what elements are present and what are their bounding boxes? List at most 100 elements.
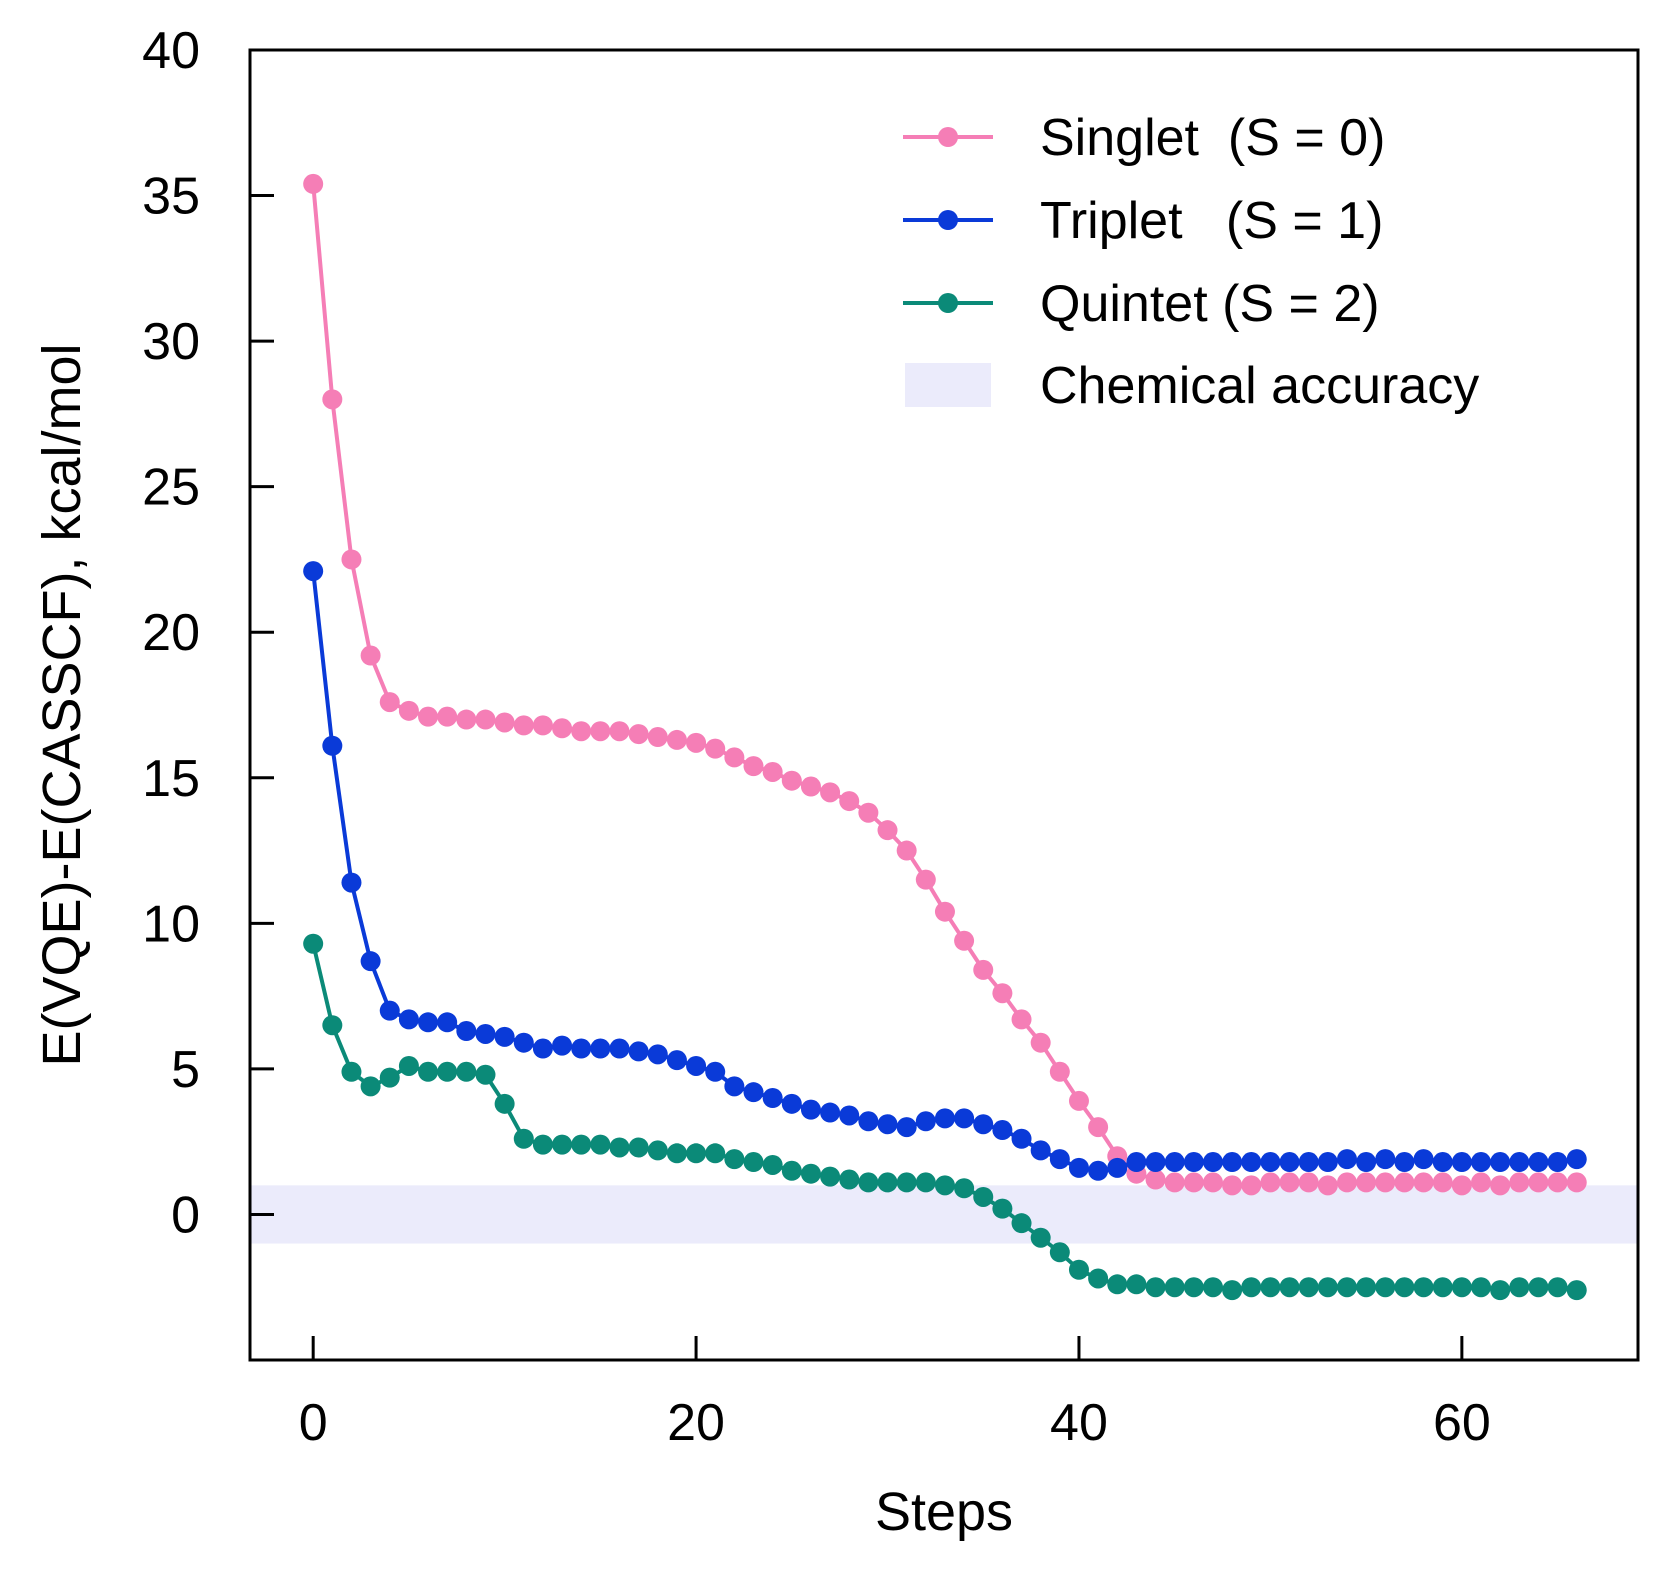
point-triplet-8 xyxy=(456,1021,477,1042)
point-quintet-31 xyxy=(896,1172,917,1193)
point-quintet-38 xyxy=(1030,1227,1051,1248)
y-tick-label-40: 40 xyxy=(142,22,200,80)
point-singlet-38 xyxy=(1030,1032,1051,1053)
point-quintet-49 xyxy=(1241,1277,1262,1298)
point-quintet-52 xyxy=(1298,1277,1319,1298)
point-triplet-45 xyxy=(1164,1152,1185,1173)
point-triplet-6 xyxy=(418,1012,439,1033)
point-singlet-45 xyxy=(1164,1172,1185,1193)
point-singlet-35 xyxy=(973,959,994,980)
point-triplet-22 xyxy=(724,1076,745,1097)
point-triplet-48 xyxy=(1222,1152,1243,1173)
point-singlet-7 xyxy=(437,706,458,727)
point-triplet-64 xyxy=(1528,1152,1549,1173)
point-quintet-23 xyxy=(743,1152,764,1173)
point-quintet-17 xyxy=(628,1137,649,1158)
point-quintet-64 xyxy=(1528,1277,1549,1298)
series-line-triplet xyxy=(311,570,1578,1173)
point-singlet-4 xyxy=(379,692,400,713)
point-singlet-59 xyxy=(1432,1172,1453,1193)
point-triplet-11 xyxy=(513,1032,534,1053)
point-quintet-34 xyxy=(954,1178,975,1199)
point-triplet-17 xyxy=(628,1041,649,1062)
plot-frame xyxy=(248,48,1640,1362)
series-singlet xyxy=(303,173,1587,1196)
point-triplet-21 xyxy=(705,1061,726,1082)
point-singlet-12 xyxy=(532,715,553,736)
point-singlet-47 xyxy=(1202,1172,1223,1193)
point-quintet-57 xyxy=(1394,1277,1415,1298)
point-quintet-2 xyxy=(341,1061,362,1082)
point-singlet-24 xyxy=(762,761,783,782)
point-quintet-59 xyxy=(1432,1277,1453,1298)
point-singlet-61 xyxy=(1471,1172,1492,1193)
point-triplet-49 xyxy=(1241,1152,1262,1173)
point-triplet-50 xyxy=(1260,1152,1281,1173)
point-triplet-54 xyxy=(1336,1149,1357,1170)
x-axis-title: Steps xyxy=(875,1482,1013,1542)
point-triplet-1 xyxy=(322,735,343,756)
point-triplet-23 xyxy=(743,1082,764,1103)
point-triplet-58 xyxy=(1413,1149,1434,1170)
point-singlet-50 xyxy=(1260,1172,1281,1193)
point-singlet-40 xyxy=(1068,1090,1089,1111)
point-singlet-5 xyxy=(398,700,419,721)
point-triplet-18 xyxy=(647,1044,668,1065)
point-singlet-0 xyxy=(303,173,324,194)
legend-swatch-chemical-accuracy xyxy=(905,363,991,407)
point-singlet-27 xyxy=(820,782,841,803)
point-triplet-14 xyxy=(571,1038,592,1059)
y-tick-label-20: 20 xyxy=(142,604,200,662)
y-tick-label-25: 25 xyxy=(142,459,200,517)
point-quintet-20 xyxy=(686,1143,707,1164)
point-quintet-60 xyxy=(1451,1277,1472,1298)
point-triplet-51 xyxy=(1279,1152,1300,1173)
point-triplet-5 xyxy=(398,1009,419,1030)
point-quintet-3 xyxy=(360,1076,381,1097)
point-triplet-30 xyxy=(877,1114,898,1135)
legend: Singlet (S = 0) Triplet (S = 1) Quintet … xyxy=(903,109,1479,415)
point-quintet-53 xyxy=(1317,1277,1338,1298)
point-triplet-20 xyxy=(686,1055,707,1076)
point-triplet-65 xyxy=(1547,1152,1568,1173)
point-singlet-15 xyxy=(590,721,611,742)
point-singlet-34 xyxy=(954,930,975,951)
point-quintet-10 xyxy=(494,1093,515,1114)
point-triplet-36 xyxy=(992,1120,1013,1141)
point-singlet-37 xyxy=(1011,1009,1032,1030)
point-triplet-3 xyxy=(360,951,381,972)
point-quintet-15 xyxy=(590,1134,611,1155)
point-triplet-59 xyxy=(1432,1152,1453,1173)
legend-entry-singlet: Singlet (S = 0) xyxy=(903,109,1385,167)
point-singlet-49 xyxy=(1241,1175,1262,1196)
point-quintet-7 xyxy=(437,1061,458,1082)
point-singlet-32 xyxy=(915,869,936,890)
point-singlet-39 xyxy=(1049,1061,1070,1082)
y-tick-label-35: 35 xyxy=(142,168,200,226)
point-triplet-9 xyxy=(475,1023,496,1044)
point-singlet-16 xyxy=(609,721,630,742)
point-triplet-7 xyxy=(437,1012,458,1033)
point-quintet-24 xyxy=(762,1154,783,1175)
point-singlet-48 xyxy=(1222,1175,1243,1196)
point-singlet-31 xyxy=(896,840,917,861)
legend-marker-quintet xyxy=(938,293,958,313)
point-triplet-38 xyxy=(1030,1140,1051,1161)
y-tick-label-5: 5 xyxy=(171,1041,200,1099)
point-singlet-44 xyxy=(1145,1169,1166,1190)
point-singlet-1 xyxy=(322,389,343,410)
point-quintet-61 xyxy=(1471,1277,1492,1298)
point-singlet-29 xyxy=(858,802,879,823)
point-triplet-32 xyxy=(915,1111,936,1132)
point-singlet-53 xyxy=(1317,1175,1338,1196)
point-singlet-14 xyxy=(571,721,592,742)
point-singlet-25 xyxy=(781,770,802,791)
legend-label-singlet: Singlet (S = 0) xyxy=(1040,109,1385,167)
point-singlet-23 xyxy=(743,756,764,777)
x-tick-label-40: 40 xyxy=(1050,1394,1108,1452)
point-quintet-45 xyxy=(1164,1277,1185,1298)
point-singlet-10 xyxy=(494,712,515,733)
legend-label-chemical-accuracy: Chemical accuracy xyxy=(1040,357,1479,415)
point-triplet-60 xyxy=(1451,1152,1472,1173)
point-quintet-5 xyxy=(398,1055,419,1076)
